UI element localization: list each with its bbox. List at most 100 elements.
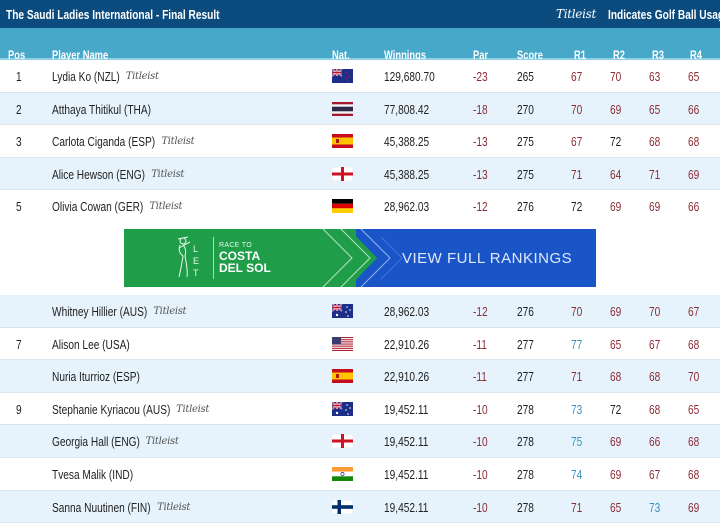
position: 1 [16,69,23,84]
total-score: 276 [517,304,539,319]
round-score-text: 69 [688,499,700,515]
player-name[interactable]: Alison Lee (USA) [52,337,152,352]
round-1-score: 67 [571,69,585,84]
table-row[interactable]: Sanna Nuutinen (FIN) Titleist 19,452.11 -10… [0,490,720,524]
round-score-text: 65 [688,401,700,417]
player-name[interactable]: Lydia Ko (NZL) Titleist [52,69,159,84]
view-full-rankings-link[interactable]: VIEW FULL RANKINGS [402,250,573,267]
total-score: 276 [517,199,539,214]
score-text: 276 [517,304,534,319]
par-text: -12 [473,199,488,215]
table-row[interactable]: 7 Alison Lee (USA) 22,910.26 -11 277 77 65 67 68 [0,327,720,361]
round-score-text: 70 [571,304,583,319]
position: 7 [16,337,23,352]
round-score-text: 71 [571,499,583,515]
player-name[interactable]: Tvesa Malik (IND) [52,467,156,482]
flag-esp-icon [332,369,353,384]
round-score-text: 65 [610,336,622,352]
svg-text:E: E [193,256,199,266]
table-row[interactable]: Tvesa Malik (IND) 19,452.11 -10 278 74 69 67 68 [0,458,720,491]
player-name[interactable]: Olivia Cowan (GER) Titleist [52,199,183,214]
banner-section: L E T RACE TO COSTA DEL SOL VIEW FULL RA… [0,222,720,295]
banner-line-1: COSTA [219,249,261,263]
table-row[interactable]: 3 Carlota Ciganda (ESP) Titleist 45,388.25 -… [0,125,720,158]
round-2-score: 68 [610,369,624,384]
position: 5 [16,199,23,214]
flag-nzl-icon [332,69,353,83]
titleist-ball-icon: Titleist [161,136,195,148]
round-score-text: 70 [571,101,583,117]
round-3-score: 69 [649,199,663,214]
titleist-ball-icon: Titleist [145,436,179,448]
winnings: 45,388.25 [384,134,442,149]
winnings-text: 19,452.11 [384,434,429,450]
table-row[interactable]: 2 Atthaya Thitikul (THA) 77,808.42 -18 270 70… [0,92,720,126]
score-text: 277 [517,336,534,352]
flag-eng-icon [332,166,353,181]
par-to-score: -23 [473,69,492,84]
player-name[interactable]: Whitney Hillier (AUS) Titleist [52,304,187,319]
par-text: -10 [473,467,488,482]
round-3-score: 71 [649,167,663,182]
player-name[interactable]: Alice Hewson (ENG) Titleist [52,167,184,182]
position: 3 [16,134,23,149]
flag-ind-icon [332,467,353,481]
table-row[interactable]: Whitney Hillier (AUS) Titleist 28,962.03 -1… [0,295,720,328]
round-score-text: 64 [610,166,622,182]
player-name[interactable]: Sanna Nuutinen (FIN) Titleist [52,500,190,515]
winnings: 77,808.42 [384,102,442,117]
round-4-score: 68 [688,134,702,149]
banner-divider [213,237,214,279]
legend-text-label: Indicates Golf Ball Usage [608,7,720,22]
score-text: 265 [517,69,534,84]
round-4-score: 68 [688,337,702,352]
table-row[interactable]: 1 Lydia Ko (NZL) Titleist 129,680.70 -23 265 6… [0,60,720,93]
table-row[interactable]: Alice Hewson (ENG) Titleist 45,388.25 -13 27… [0,157,720,191]
round-score-text: 68 [649,134,661,150]
round-3-score: 66 [649,434,663,449]
winnings-text: 22,910.26 [384,336,430,352]
player-name[interactable]: Stephanie Kyriacou (AUS) Titleist [52,402,209,417]
table-row[interactable]: 9 Stephanie Kyriacou (AUS) Titleist 19,452.… [0,392,720,426]
player-name[interactable]: Carlota Ciganda (ESP) Titleist [52,134,195,149]
total-score: 278 [517,500,539,515]
position: 2 [16,102,23,117]
round-score-text: 68 [688,467,700,482]
round-score-text: 68 [688,336,700,352]
round-2-score: 70 [610,69,624,84]
round-1-score: 70 [571,102,585,117]
score-text: 277 [517,369,534,385]
table-row[interactable]: Nuria Iturrioz (ESP) 22,910.26 -11 277 71 68 6… [0,360,720,393]
total-score: 275 [517,167,539,182]
col-r2-label: R2 [613,48,625,62]
player-name[interactable]: Atthaya Thitikul (THA) [52,102,179,117]
round-3-score: 67 [649,337,663,352]
par-to-score: -12 [473,199,492,214]
round-1-score: 71 [571,500,585,515]
titleist-ball-icon: Titleist [151,168,185,180]
table-row[interactable]: Georgia Hall (ENG) Titleist 19,452.11 -10 27… [0,425,720,458]
round-score-text: 69 [610,467,622,482]
position-text: 9 [16,401,22,417]
round-score-text: 68 [610,369,622,385]
flag-ger-icon [332,199,353,214]
round-4-score: 69 [688,500,702,515]
round-3-score: 67 [649,467,663,482]
round-3-score: 70 [649,304,663,319]
player-name[interactable]: Nuria Iturrioz (ESP) [52,369,165,384]
winnings-text: 22,910.26 [384,369,430,385]
col-player-label: Player Name [52,48,109,62]
player-name[interactable]: Georgia Hall (ENG) Titleist [52,434,179,449]
titleist-ball-icon: Titleist [176,403,210,415]
race-to-costa-del-sol-banner[interactable]: L E T RACE TO COSTA DEL SOL VIEW FULL RA… [124,229,596,287]
round-score-text: 63 [649,69,661,84]
round-4-score: 68 [688,434,702,449]
col-par-label: Par [473,48,489,62]
player-name-text: Lydia Ko (NZL) [52,69,120,84]
round-score-text: 71 [571,369,583,385]
flag-aus-icon [332,304,353,318]
titleist-ball-icon: Titleist [125,71,159,82]
column-header-row: Pos Player Name Nat. Winnings Par Score … [0,28,720,62]
table-row[interactable]: 5 Olivia Cowan (GER) Titleist 28,962.03 -12 2… [0,190,720,223]
banner-line-2: DEL SOL [219,261,271,275]
